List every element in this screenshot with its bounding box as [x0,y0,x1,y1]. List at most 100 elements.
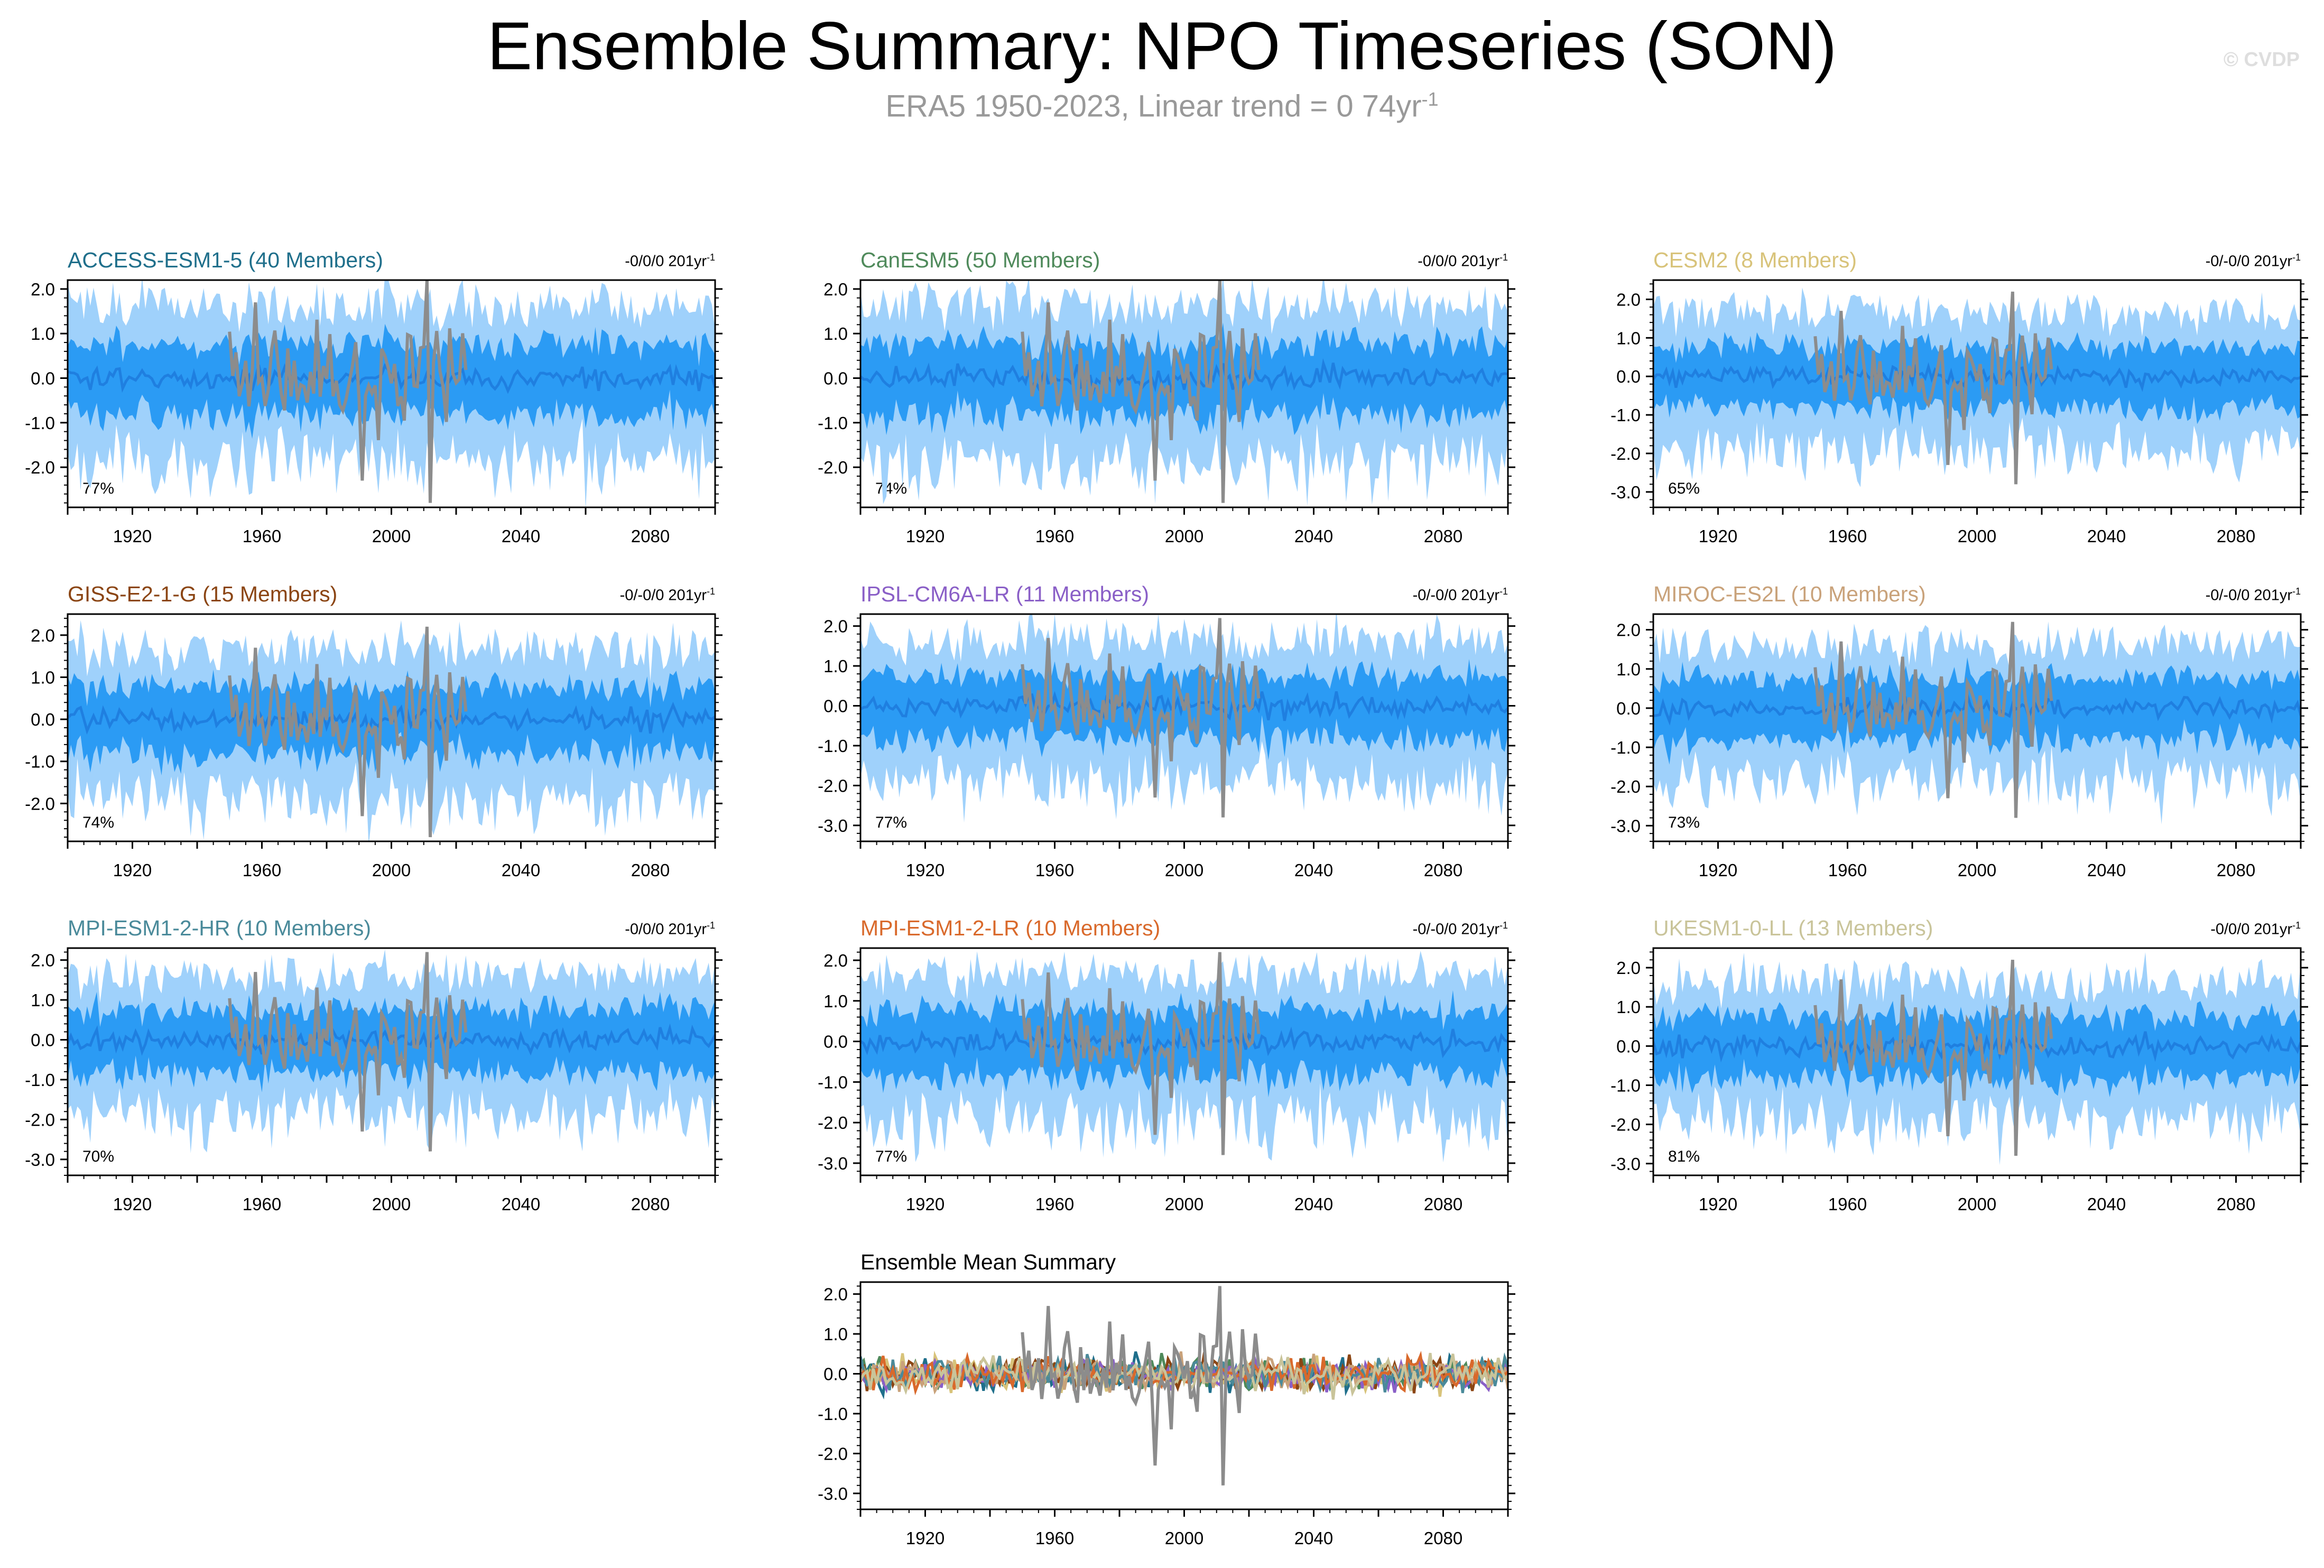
x-tick-label: 2080 [631,860,670,880]
y-tick-label: 1.0 [1616,997,1641,1017]
x-tick-label: 2000 [1165,526,1203,546]
trend-text: -0/-0/0 201yr [1412,921,1499,938]
x-tick-label: 2080 [631,1194,670,1214]
x-tick-label: 2040 [502,860,540,880]
panel-6: -3.0 -2.0 -1.0 0.0 1.0 2.0 1920 1960 2000 2040 208… [25,947,723,1214]
panel-percent: 65% [1668,480,1700,497]
panel-3: -2.0 -1.0 0.0 1.0 2.0 1920 1960 2000 2040 2080 [25,613,723,880]
page-subtitle: ERA5 1950-2023, Linear trend = 0 74yr-1 [0,88,2324,125]
x-tick-label: 1960 [1035,1194,1074,1214]
panel-title: ACCESS-ESM1-5 (40 Members) [68,248,383,272]
y-tick-label: -3.0 [818,1484,848,1504]
trend-text: -0/0/0 201yr [625,253,707,270]
y-tick-label: 0.0 [31,368,55,388]
y-tick-label: -2.0 [25,1110,55,1129]
x-tick-label: 2000 [1165,1528,1203,1548]
x-tick-label: 2080 [2217,526,2255,546]
x-tick-label: 2000 [372,1194,411,1214]
x-tick-label: 2040 [1294,1194,1333,1214]
panel-title: CanESM5 (50 Members) [860,248,1100,272]
y-tick-label: -2.0 [818,776,848,795]
trend-exponent: -1 [706,586,715,597]
y-tick-label: -3.0 [818,1154,848,1173]
y-tick-label: -2.0 [818,1113,848,1133]
y-tick-label: 0.0 [823,368,848,388]
y-tick-label: 2.0 [823,617,848,636]
observation-line [1021,952,1261,1155]
trend-text: -0/-0/0 201yr [2205,253,2292,270]
panel-7: -3.0 -2.0 -1.0 0.0 1.0 2.0 1920 1960 2000 2040 208… [818,947,1515,1214]
x-tick-label: 1960 [243,860,281,880]
panel-trend: -0/-0/0 201yr-1 [1412,586,1508,605]
x-tick-label: 2000 [372,526,411,546]
panel-title: MPI-ESM1-2-LR (10 Members) [860,916,1161,940]
plot-area [68,280,715,507]
panel-trend: -0/0/0 201yr-1 [1418,252,1508,271]
observation-line [1813,621,2053,818]
x-tick-label: 1960 [1035,1528,1074,1548]
panel-trend: -0/-0/0 201yr-1 [619,586,715,605]
plot-area [860,1286,1508,1486]
y-tick-label: 2.0 [1616,958,1641,978]
panel-0: -2.0 -1.0 0.0 1.0 2.0 1920 1960 2000 2040 2080 [25,279,723,546]
panel-percent: 77% [875,1148,908,1165]
x-tick-label: 2040 [2087,1194,2126,1214]
panel-percent: 74% [875,480,908,497]
x-tick-label: 2040 [2087,860,2126,880]
trend-text: -0/-0/0 201yr [1412,587,1499,604]
x-tick-label: 1960 [1828,1194,1867,1214]
y-tick-label: 2.0 [823,1285,848,1304]
y-tick-label: 2.0 [31,280,55,299]
y-tick-label: 2.0 [1616,290,1641,309]
y-tick-label: 0.0 [31,710,55,729]
series-line-7 [860,1352,1508,1394]
x-tick-label: 2000 [1958,860,1996,880]
x-tick-label: 2040 [1294,860,1333,880]
panel-trend: -0/0/0 201yr-1 [2210,920,2301,939]
y-tick-label: -1.0 [1610,738,1641,757]
page-title: Ensemble Summary: NPO Timeseries (SON) [487,8,1837,84]
y-tick-label: -3.0 [818,816,848,836]
x-tick-label: 1960 [1035,860,1074,880]
x-tick-label: 1920 [1699,1194,1737,1214]
plot-area [860,614,1508,823]
x-tick-label: 1960 [243,526,281,546]
panel-9: -3.0 -2.0 -1.0 0.0 1.0 2.0 1920 1960 2000 2040 208… [818,1281,1515,1548]
x-tick-label: 1920 [113,860,152,880]
y-tick-label: 1.0 [1616,328,1641,348]
observation-line [1021,618,1261,818]
y-tick-label: -2.0 [818,458,848,477]
y-tick-label: -2.0 [1610,444,1641,463]
y-tick-label: -1.0 [25,752,55,772]
x-tick-label: 2000 [1165,860,1203,880]
y-tick-label: 2.0 [31,626,55,645]
trend-exponent: -1 [706,920,715,931]
y-tick-label: 1.0 [823,1324,848,1344]
trend-text: -0/0/0 201yr [2210,921,2292,938]
panel-percent: 77% [875,814,908,831]
y-tick-label: -1.0 [818,736,848,756]
observation-line [1021,1286,1261,1486]
y-tick-label: 1.0 [31,990,55,1010]
panel-1: -2.0 -1.0 0.0 1.0 2.0 1920 1960 2000 2040 2080 [818,279,1515,546]
panel-title: CESM2 (8 Members) [1653,248,1857,272]
ensemble-mean-line [1653,1031,2301,1064]
y-tick-label: -3.0 [1610,483,1641,502]
plot-area [68,949,715,1154]
panel-percent: 73% [1668,814,1700,831]
watermark: © CVDP [2223,49,2300,71]
x-tick-label: 1920 [1699,860,1737,880]
y-tick-label: 2.0 [823,280,848,299]
panel-trend: -0/-0/0 201yr-1 [1412,920,1508,939]
x-tick-label: 2000 [1165,1194,1203,1214]
x-tick-label: 2040 [502,1194,540,1214]
panel-trend: -0/0/0 201yr-1 [625,920,715,939]
trend-exponent: -1 [2292,920,2301,931]
panel-percent: 81% [1668,1148,1700,1165]
panel-percent: 77% [82,480,115,497]
panel-5: -3.0 -2.0 -1.0 0.0 1.0 2.0 1920 1960 2000 2040 208… [1610,613,2308,880]
observation-line [228,626,468,838]
trend-text: -0/0/0 201yr [625,921,707,938]
panel-title: MIROC-ES2L (10 Members) [1653,582,1926,606]
trend-text: -0/-0/0 201yr [619,587,707,604]
